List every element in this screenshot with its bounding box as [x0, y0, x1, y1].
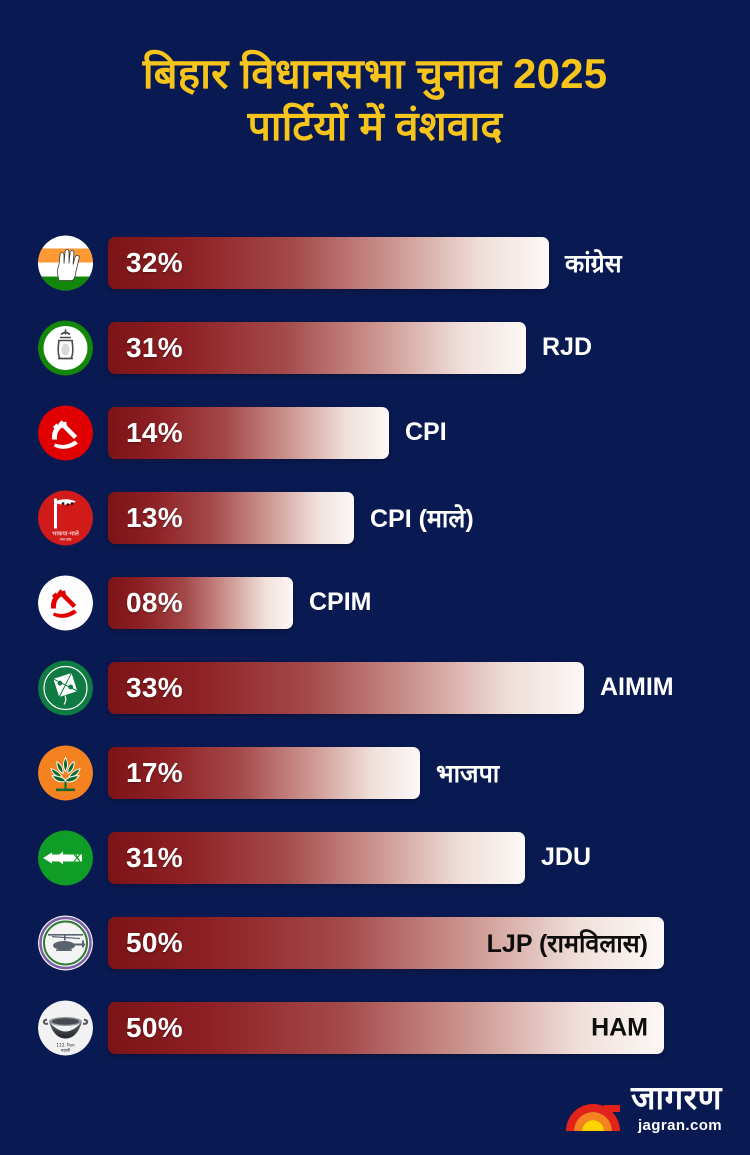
title-line-1: बिहार विधानसभा चुनाव 2025 [142, 50, 608, 97]
chart-row: भाकपा-माले लाल झंडा 13% CPI (माले) [0, 475, 750, 560]
bar-value-label: 50% [126, 1011, 183, 1043]
rjd-lantern-logo [38, 320, 93, 375]
party-name-label: HAM [591, 1013, 648, 1041]
bar-with-label: 50% LJP (रामविलास) [108, 916, 664, 969]
bar-with-label: 14% CPI [108, 406, 447, 459]
percentage-bar: 50% LJP (रामविलास) [108, 916, 664, 969]
percentage-bar: 14% [108, 406, 389, 459]
chart-row: 33% AIMIM [0, 645, 750, 730]
party-name-label: कांग्रेस [565, 249, 622, 278]
party-name-label: CPI (माले) [370, 504, 474, 533]
svg-text:भाकपा-माले: भाकपा-माले [52, 529, 80, 537]
chart-row: 17% भाजपा [0, 730, 750, 815]
brand-name-hindi: जागरण [631, 1079, 722, 1116]
chart-row: 31% JDU [0, 815, 750, 900]
bar-with-label: 32% कांग्रेस [108, 236, 622, 289]
party-name-label: AIMIM [600, 673, 674, 701]
svg-text:लाल झंडा: लाल झंडा [60, 537, 72, 541]
bar-with-label: 08% CPIM [108, 576, 372, 629]
bar-with-label: 50% HAM [108, 1001, 664, 1054]
party-name-label: JDU [541, 843, 592, 871]
cpi-hammer-sickle-logo [38, 405, 93, 460]
percentage-bar: 17% [108, 746, 420, 799]
party-name-label: CPI [405, 418, 447, 446]
cpim-hammer-sickle-logo [38, 575, 93, 630]
percentage-bar: 33% [108, 661, 584, 714]
bar-with-label: 13% CPI (माले) [108, 491, 474, 544]
party-name-label: LJP (रामविलास) [486, 929, 648, 958]
bar-value-label: 31% [126, 331, 183, 363]
bar-value-label: 14% [126, 416, 183, 448]
congress-hand-logo [38, 235, 93, 290]
bar-with-label: 17% भाजपा [108, 746, 500, 799]
chart-row: 14% CPI [0, 390, 750, 475]
bar-value-label: 08% [126, 586, 183, 618]
ham-pan-logo: 112. Pan कड़ाही [38, 1000, 93, 1055]
brand-website: jagran.com [637, 1117, 722, 1134]
cpiml-flag-logo: भाकपा-माले लाल झंडा [38, 490, 93, 545]
aimim-kite-logo [38, 660, 93, 715]
jagran-wordmark: जागरण jagran.com [631, 1081, 722, 1133]
jdu-arrow-logo [38, 830, 93, 885]
chart-row: 112. Pan कड़ाही 50% HAM [0, 985, 750, 1070]
percentage-bar: 31% [108, 831, 525, 884]
bar-chart-rows: 32% कांग्रेस 31% RJD 14% CPI भाकपा-माले लाल… [0, 220, 750, 1070]
bar-value-label: 31% [126, 841, 183, 873]
bar-with-label: 31% RJD [108, 321, 593, 374]
percentage-bar: 31% [108, 321, 526, 374]
bar-value-label: 33% [126, 671, 183, 703]
bar-value-label: 13% [126, 501, 183, 533]
bar-value-label: 32% [126, 246, 183, 278]
jagran-sunburst-icon [564, 1093, 622, 1133]
footer-branding: जागरण jagran.com [564, 1081, 722, 1133]
svg-text:कड़ाही: कड़ाही [61, 1047, 71, 1052]
bar-value-label: 50% [126, 926, 183, 958]
percentage-bar: 08% [108, 576, 293, 629]
percentage-bar: 32% [108, 236, 549, 289]
party-name-label: CPIM [309, 588, 372, 616]
bar-with-label: 31% JDU [108, 831, 592, 884]
chart-row: 32% कांग्रेस [0, 220, 750, 305]
percentage-bar: 50% HAM [108, 1001, 664, 1054]
bar-with-label: 33% AIMIM [108, 661, 674, 714]
percentage-bar: 13% [108, 491, 354, 544]
chart-row: 08% CPIM [0, 560, 750, 645]
chart-row: 31% RJD [0, 305, 750, 390]
chart-row: 50% LJP (रामविलास) [0, 900, 750, 985]
title-line-2: पार्टियों में वंशवाद [247, 102, 503, 149]
party-name-label: RJD [542, 333, 593, 361]
bar-value-label: 17% [126, 756, 183, 788]
page-title: बिहार विधानसभा चुनाव 2025 पार्टियों में … [0, 48, 750, 153]
svg-text:112. Pan: 112. Pan [56, 1042, 75, 1047]
ljp-helicopter-logo [38, 915, 93, 970]
party-name-label: भाजपा [436, 759, 500, 788]
bjp-lotus-logo [38, 745, 93, 800]
